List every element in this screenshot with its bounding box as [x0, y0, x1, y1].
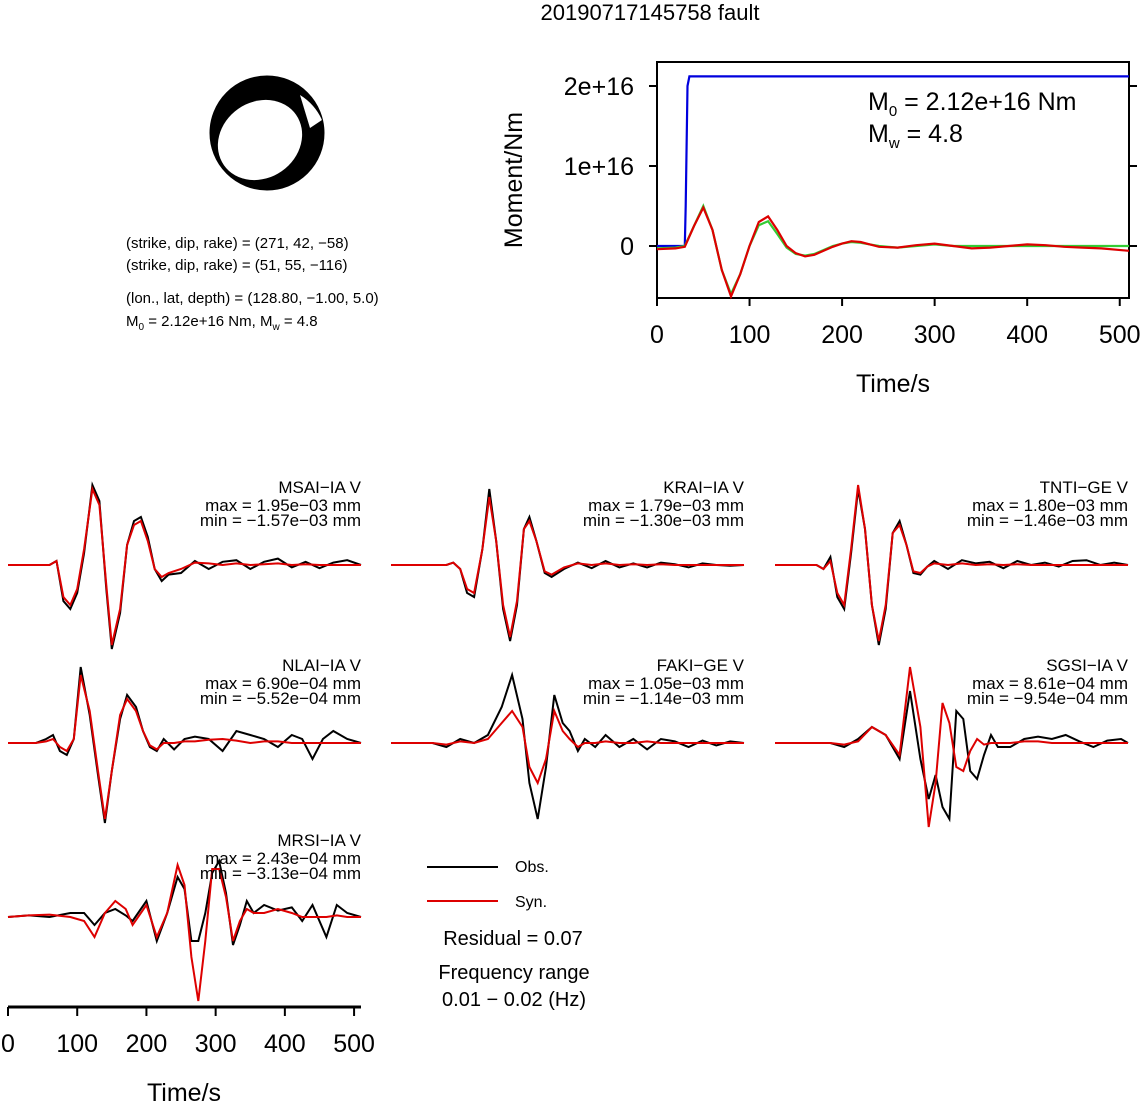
station-2-min: min = −1.30e−03 mm — [583, 511, 744, 530]
moment-y-ticks: 0 1e+16 2e+16 — [564, 73, 1137, 261]
residual-text: Residual = 0.07 — [443, 928, 583, 950]
station-1-max: max = 1.95e−03 mm — [205, 496, 361, 515]
station-x-tick-label-3: 300 — [195, 1030, 237, 1058]
m0-subscript: 0 — [139, 322, 145, 333]
station-3-synthetic-trace — [775, 484, 1128, 642]
station-6-synthetic-trace — [775, 666, 1128, 828]
station-5-min: min = −1.14e−03 mm — [583, 689, 744, 708]
station-4-max: max = 6.90e−04 mm — [205, 674, 361, 693]
mechanism-line-2: (strike, dip, rake) = (51, 55, −116) — [126, 257, 348, 274]
m0-mw-text: = 2.12e+16 Nm, M — [144, 313, 272, 330]
mw-value: = 4.8 — [280, 313, 318, 330]
mechanism-line-1: (strike, dip, rake) = (271, 42, −58) — [126, 235, 349, 252]
station-4-min: min = −5.52e−04 mm — [200, 689, 361, 708]
focal-mechanism-beachball — [209, 75, 325, 191]
station-3-max: max = 1.80e−03 mm — [972, 496, 1128, 515]
moment-x-tick-label-1: 100 — [729, 321, 771, 349]
station-x-ticks: 0 100 200 300 400 500 — [1, 1007, 375, 1058]
moment-x-tick-label-2: 200 — [821, 321, 863, 349]
station-3-name: TNTI−GE V — [1040, 478, 1129, 497]
moment-m0-annotation: M0 = 2.12e+16 Nm — [868, 88, 1076, 120]
figure-title: 20190717145758 fault — [541, 0, 760, 25]
moment-y-tick-label-2: 2e+16 — [564, 73, 634, 101]
station-x-tick-label-1: 100 — [56, 1030, 98, 1058]
mechanism-info: (strike, dip, rake) = (271, 42, −58) (st… — [126, 235, 379, 333]
station-7-synthetic-trace — [7, 861, 361, 1002]
station-5-synthetic-trace — [391, 707, 744, 786]
station-1-name: MSAI−IA V — [278, 478, 361, 497]
mechanism-line-4: M0 = 2.12e+16 Nm, Mw = 4.8 — [126, 313, 318, 333]
m0-subscript-large: 0 — [889, 103, 897, 120]
m0-symbol: M — [126, 313, 139, 330]
m0-symbol-large: M — [868, 88, 889, 116]
frequency-range-value: 0.01 − 0.02 (Hz) — [442, 989, 586, 1011]
station-6-observed-trace — [775, 690, 1129, 823]
station-3-min: min = −1.46e−03 mm — [967, 511, 1128, 530]
station-2-synthetic-trace — [391, 496, 744, 638]
mw-symbol-large: M — [868, 120, 889, 148]
moment-x-tick-label-3: 300 — [914, 321, 956, 349]
station-6-min: min = −9.54e−04 mm — [967, 689, 1128, 708]
frequency-range-label: Frequency range — [438, 962, 589, 984]
moment-y-tick-label-1: 1e+16 — [564, 153, 634, 181]
legend-syn-label: Syn. — [515, 894, 547, 911]
legend-obs-label: Obs. — [515, 859, 549, 876]
moment-y-axis-label: Moment/Nm — [500, 112, 528, 248]
moment-panel: 0 1e+16 2e+16 0 100 200 300 400 500 Moment/Nm T… — [500, 61, 1141, 398]
station-7-name: MRSI−IA V — [277, 831, 361, 850]
moment-x-tick-label-5: 500 — [1099, 321, 1141, 349]
station-x-tick-label-4: 400 — [264, 1030, 306, 1058]
mw-value-large: = 4.8 — [900, 120, 963, 148]
moment-x-tick-label-0: 0 — [650, 321, 664, 349]
waveform-legend: Obs. Syn. Residual = 0.07 Frequency rang… — [427, 859, 590, 1011]
station-x-axis-label: Time/s — [147, 1079, 221, 1104]
station-5-max: max = 1.05e−03 mm — [588, 674, 744, 693]
station-7-min: min = −3.13e−04 mm — [200, 864, 361, 883]
station-time-axis: 0 100 200 300 400 500 Time/s — [1, 1005, 375, 1104]
station-x-tick-label-5: 500 — [333, 1030, 375, 1058]
moment-series-group — [656, 75, 1130, 300]
station-x-tick-label-2: 200 — [126, 1030, 168, 1058]
station-1-synthetic-trace — [8, 485, 361, 646]
station-6-name: SGSI−IA V — [1046, 656, 1128, 675]
station-x-tick-label-0: 0 — [1, 1030, 15, 1058]
moment-x-axis-label: Time/s — [856, 370, 930, 398]
mechanism-line-3: (lon., lat, depth) = (128.80, −1.00, 5.0… — [126, 290, 379, 307]
moment-x-tick-label-4: 400 — [1006, 321, 1048, 349]
station-6-max: max = 8.61e−04 mm — [972, 674, 1128, 693]
moment-plot-frame — [656, 61, 1130, 299]
station-2-name: KRAI−IA V — [663, 478, 744, 497]
station-5-name: FAKI−GE V — [657, 656, 745, 675]
mw-subscript: w — [271, 322, 280, 333]
moment-x-ticks: 0 100 200 300 400 500 — [650, 298, 1141, 349]
moment-series-1 — [656, 203, 1129, 297]
moment-y-tick-label-0: 0 — [620, 233, 634, 261]
station-7-max: max = 2.43e−04 mm — [205, 849, 361, 868]
station-2-max: max = 1.79e−03 mm — [588, 496, 744, 515]
station-4-synthetic-trace — [8, 674, 361, 820]
moment-mw-annotation: Mw = 4.8 — [868, 120, 963, 152]
station-4-name: NLAI−IA V — [282, 656, 362, 675]
station-1-min: min = −1.57e−03 mm — [200, 511, 361, 530]
m0-value-large: = 2.12e+16 Nm — [897, 88, 1076, 116]
moment-series-2 — [656, 204, 1130, 300]
mw-subscript-large: w — [888, 135, 900, 152]
